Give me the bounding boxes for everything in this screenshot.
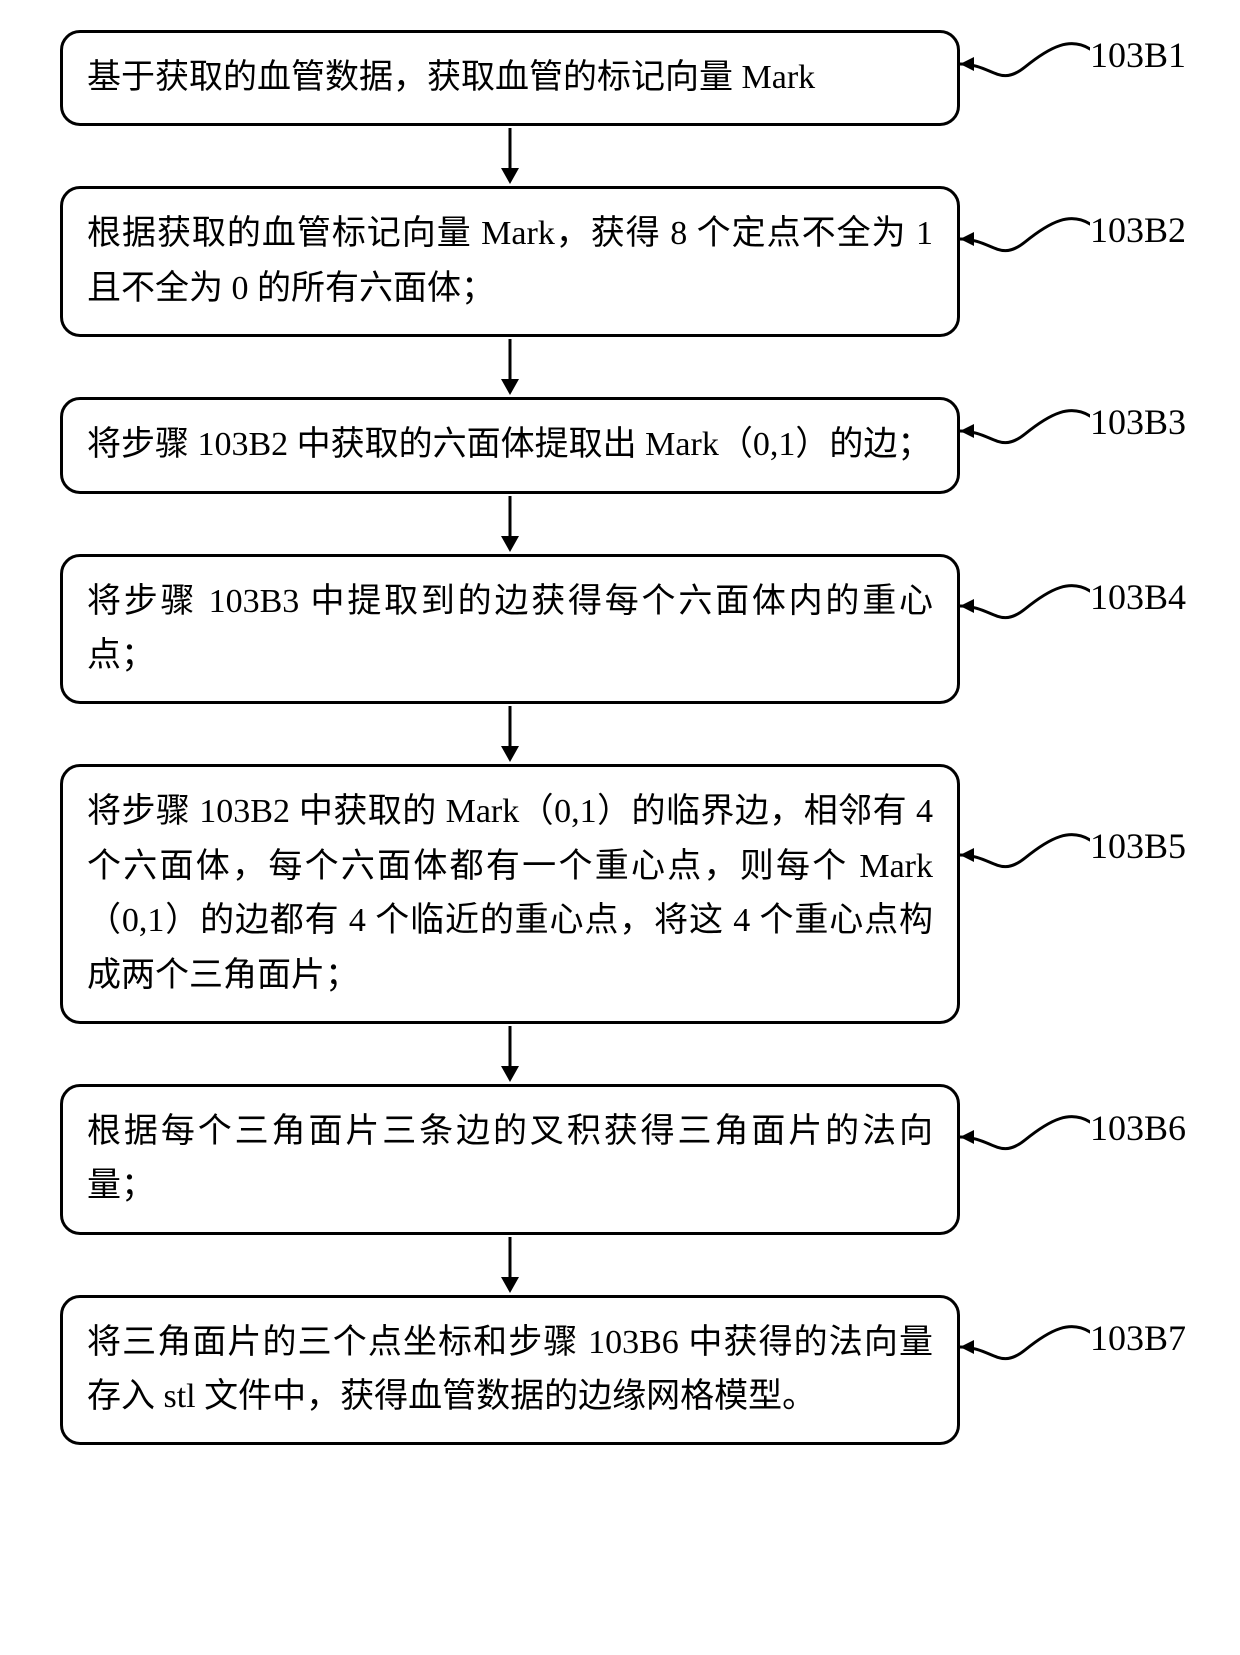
flow-node-103B3: 将步骤 103B2 中获取的六面体提取出 Mark（0,1）的边； xyxy=(60,397,960,493)
node-label-103B4: 103B4 xyxy=(1090,576,1186,618)
label-connector xyxy=(960,576,1090,636)
flow-node-103B2: 根据获取的血管标记向量 Mark，获得 8 个定点不全为 1 且不全为 0 的所… xyxy=(60,186,960,337)
flow-arrow-down xyxy=(60,337,960,397)
label-connector xyxy=(960,401,1090,461)
node-label-103B2: 103B2 xyxy=(1090,209,1186,251)
flow-arrow-down xyxy=(60,126,960,186)
node-label-103B3: 103B3 xyxy=(1090,401,1186,443)
flow-arrow-down xyxy=(60,704,960,764)
flow-arrow-down xyxy=(60,1024,960,1084)
flowchart-container: 基于获取的血管数据，获取血管的标记向量 Mark 根据获取的血管标记向量 Mark… xyxy=(60,30,960,1445)
label-connector xyxy=(960,1107,1090,1167)
flow-arrow-down xyxy=(60,1235,960,1295)
node-label-103B6: 103B6 xyxy=(1090,1107,1186,1149)
flow-node-103B7: 将三角面片的三个点坐标和步骤 103B6 中获得的法向量存入 stl 文件中，获… xyxy=(60,1295,960,1446)
label-connector xyxy=(960,34,1090,94)
node-label-103B1: 103B1 xyxy=(1090,34,1186,76)
flow-node-103B1: 基于获取的血管数据，获取血管的标记向量 Mark xyxy=(60,30,960,126)
node-label-103B7: 103B7 xyxy=(1090,1317,1186,1359)
node-label-103B5: 103B5 xyxy=(1090,825,1186,867)
label-connector xyxy=(960,209,1090,269)
label-connector xyxy=(960,825,1090,885)
label-connector xyxy=(960,1317,1090,1377)
flow-arrow-down xyxy=(60,494,960,554)
flow-node-103B5: 将步骤 103B2 中获取的 Mark（0,1）的临界边，相邻有 4 个六面体，… xyxy=(60,764,960,1024)
flow-node-103B4: 将步骤 103B3 中提取到的边获得每个六面体内的重心点； xyxy=(60,554,960,705)
flow-node-103B6: 根据每个三角面片三条边的叉积获得三角面片的法向量； xyxy=(60,1084,960,1235)
